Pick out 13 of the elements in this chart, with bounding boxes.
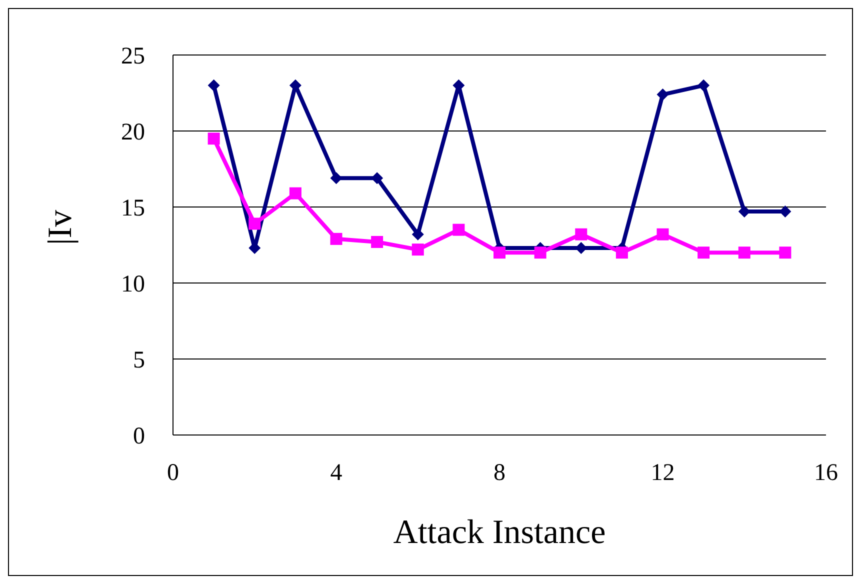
y-tick-label: 0 xyxy=(133,424,145,450)
x-tick-label: 12 xyxy=(650,460,675,486)
x-tick-label: 8 xyxy=(494,460,506,486)
y-tick-label: 15 xyxy=(121,196,145,222)
y-tick-label: 5 xyxy=(133,348,145,374)
y-tick-label: 25 xyxy=(121,44,145,70)
y-axis-title: |Iv xyxy=(42,210,80,245)
x-tick-label: 0 xyxy=(167,460,179,486)
x-tick-label: 4 xyxy=(330,460,342,486)
y-tick-label: 20 xyxy=(121,120,145,146)
y-tick-label: 10 xyxy=(121,272,145,298)
x-tick-label: 16 xyxy=(814,460,838,486)
x-axis-title: Attack Instance xyxy=(393,514,606,551)
